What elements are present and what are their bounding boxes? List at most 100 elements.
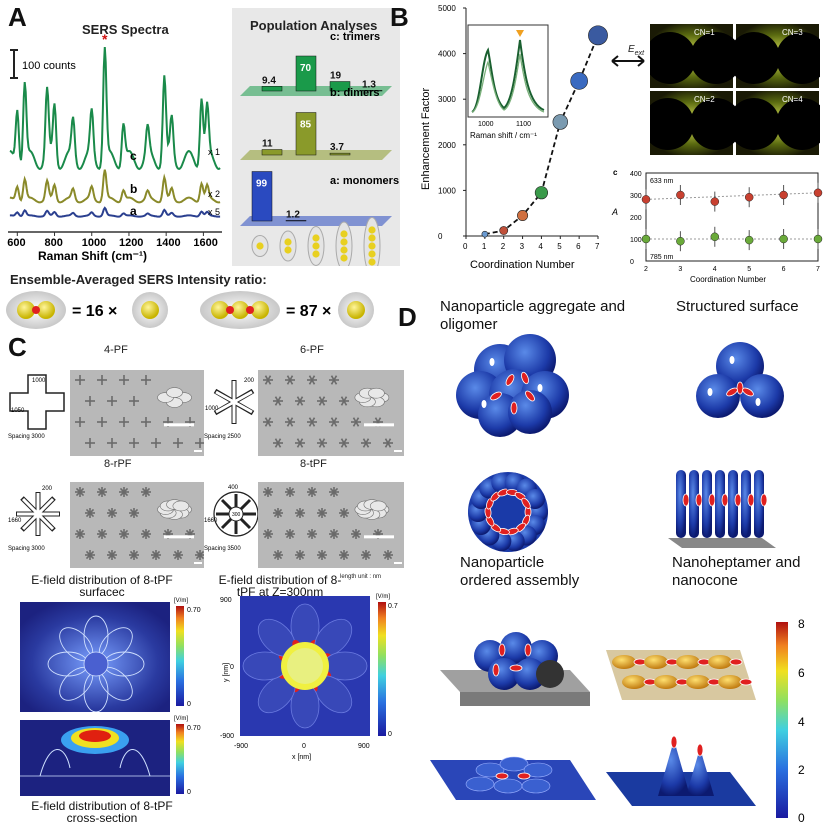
nanopillar: [715, 470, 725, 538]
oligomer-icon: [279, 230, 297, 262]
oligomer-particle: [340, 254, 348, 262]
ef-point: [552, 114, 568, 130]
ef-y-label: Enhancement Factor: [420, 88, 432, 190]
highlight: [729, 356, 735, 364]
sem-structure-arm: [333, 487, 339, 493]
flower-outline-center: [83, 651, 109, 677]
sem-structure-arm: [365, 550, 371, 556]
sem-structure-arm: [355, 529, 361, 535]
sem-structure-arm: [289, 529, 295, 535]
sem-structure-arm: [321, 396, 326, 402]
x-tick-label: 1600: [193, 237, 217, 249]
cn-label-2: CN=2: [694, 95, 715, 104]
nanoparticle: [500, 632, 532, 664]
sem-structure-arm: [111, 508, 117, 514]
curve-label-c: c: [130, 149, 137, 163]
sem-structure-arm: [155, 550, 161, 556]
d-cbar-4: 4: [798, 715, 805, 729]
enhancement-chart: 0 1000 2000 3000 4000 5000 0 1 2 3 4 5 6 7 Enhancemen…: [420, 4, 608, 271]
highlight: [481, 400, 487, 408]
sem-structure-arm: [299, 550, 305, 556]
sem-structure-arm: [267, 375, 272, 381]
panel-b: B 0 1000 2000 3000 4000 5000 0 1 2 3 4 5 6 7 Enhancem…: [390, 0, 824, 300]
cn-label-1: CN=1: [694, 28, 715, 37]
sem-structure-arm: [311, 487, 317, 493]
panel-c-label: C: [8, 332, 27, 362]
sem-structure-arm: [123, 529, 129, 535]
ef-x-tick-label: 1: [482, 242, 487, 251]
hotspot: [729, 658, 743, 666]
colorbar-z300: [V/m] 0.7 0: [376, 594, 398, 738]
small-point: [641, 234, 651, 244]
caption-surface: E-field distribution of 8-tPF surfacec: [31, 573, 173, 599]
x-tick-label: 600: [7, 237, 25, 249]
population-group-label: b: dimers: [330, 87, 380, 99]
inset-tick-1000: 1000: [478, 121, 494, 128]
population-value: 11: [262, 139, 273, 150]
ef-x-tick-label: 5: [557, 242, 562, 251]
multiplier-a: x 5: [208, 207, 220, 217]
oligomer-particle: [368, 258, 376, 266]
map-ytick-bot: -900: [220, 733, 234, 740]
small-point: [813, 188, 823, 198]
small-fit-line: [645, 192, 819, 200]
population-bar: [285, 220, 307, 222]
small-point: [744, 235, 754, 245]
small-point: [744, 192, 754, 202]
small-y-tick-label: 0: [630, 259, 634, 266]
small-plot-frame: [645, 172, 819, 262]
small-x-tick-label: 7: [816, 266, 820, 273]
hotspot: [517, 772, 531, 780]
sem-zoom-petal: [368, 387, 385, 399]
population-bar: [329, 81, 351, 92]
e-field-arrow: [611, 55, 645, 67]
population-value: 19: [330, 71, 342, 82]
sem-structure-arm: [79, 529, 85, 535]
sem-zoom-petal: [369, 500, 387, 512]
dim-8tpf-c: 300: [232, 512, 241, 518]
hotspot: [696, 743, 704, 757]
dim-8tpf-b: 1660: [204, 518, 218, 524]
multiplier-b: x 2: [208, 189, 220, 199]
sers-spectra-chart: 100 counts * 600 800 1000 1200 1400 1600 c b …: [7, 31, 222, 263]
sem-structure-arm: [365, 438, 370, 444]
scale-bar-label: 100 counts: [22, 60, 76, 72]
length-unit: length unit : nm: [340, 574, 382, 580]
population-value: 9.4: [262, 75, 276, 86]
ef-x-tick-label: 4: [538, 242, 543, 251]
hotspot: [509, 664, 523, 672]
sem-structure-arm: [277, 396, 282, 402]
hotspot: [670, 735, 678, 749]
substrate: [668, 538, 776, 548]
sem-structure-arm: [321, 438, 326, 444]
ef-point: [570, 72, 588, 90]
sem-structure-arm: [277, 550, 283, 556]
population-value: 1.2: [286, 209, 300, 220]
map-y-label: y [nm]: [223, 663, 230, 682]
cbar-a-max: 0.70: [187, 607, 201, 614]
ef-y-tick-label: 4000: [438, 50, 456, 59]
population-bar: [261, 149, 283, 156]
sem-structure-arm: [167, 529, 173, 535]
spacing-4pf: Spacing 3000: [8, 434, 45, 440]
caption-cross-section: E-field distribution of 8-tPF cross-sect…: [31, 799, 173, 825]
highlight: [537, 384, 543, 392]
sem-structure-arm: [333, 529, 339, 535]
hotspot: [695, 493, 703, 507]
sem-structure-arm: [387, 550, 393, 556]
gold-disk: [718, 675, 742, 689]
heptamer-disk: [499, 756, 529, 772]
spectrum-a: [9, 206, 221, 218]
panel-b-label: B: [390, 2, 409, 32]
design-sketch-8rpf: 200 1660 Spacing 3000: [8, 486, 60, 552]
small-x-label: Coordination Number: [690, 275, 766, 284]
small-x-tick-label: 6: [782, 266, 786, 273]
map-xtick-left: -900: [234, 743, 248, 750]
substrate-side: [460, 692, 590, 706]
gold-disk: [654, 675, 678, 689]
dim-4pf-b: 1050: [11, 408, 25, 414]
nanopillar: [689, 470, 699, 538]
ef-x-tick-label: 6: [576, 242, 581, 251]
small-y-tick-label: 200: [630, 215, 642, 222]
sem-structure-arm: [101, 487, 107, 493]
